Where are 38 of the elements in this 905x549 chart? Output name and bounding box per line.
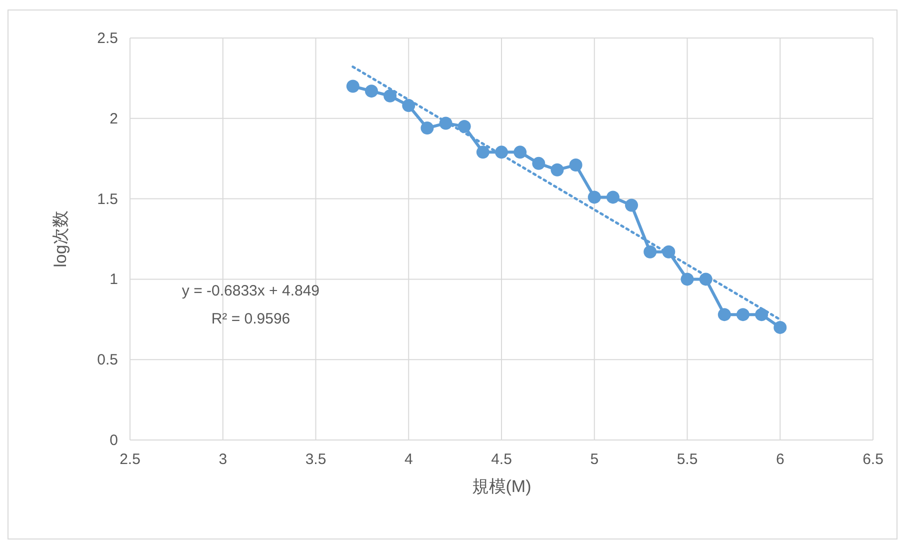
point bbox=[402, 99, 416, 112]
x-tick-label: 4.5 bbox=[491, 451, 512, 468]
x-tick-label: 6 bbox=[776, 451, 784, 468]
point bbox=[736, 308, 750, 322]
x-tick-label: 6.5 bbox=[862, 451, 884, 468]
point bbox=[755, 308, 768, 322]
point bbox=[550, 163, 564, 176]
point bbox=[364, 84, 378, 98]
point bbox=[774, 320, 787, 334]
x-tick-label: 4 bbox=[404, 451, 413, 468]
x-tick-label: 3 bbox=[218, 451, 228, 468]
y-tick-label: 1 bbox=[110, 271, 118, 288]
point bbox=[384, 89, 397, 102]
point bbox=[588, 190, 601, 204]
y-tick-label: 2.5 bbox=[97, 30, 118, 47]
point bbox=[476, 146, 490, 159]
y-tick-label: 0.5 bbox=[97, 352, 118, 369]
point bbox=[532, 156, 546, 170]
y-tick-label: 1.5 bbox=[97, 190, 118, 208]
point bbox=[625, 198, 638, 212]
point bbox=[514, 146, 527, 159]
point bbox=[346, 80, 360, 93]
y-axis-title: log次数 bbox=[51, 210, 70, 268]
point bbox=[458, 120, 471, 133]
point bbox=[718, 308, 731, 322]
x-tick-label: 5 bbox=[590, 451, 599, 468]
x-tick-label: 5.5 bbox=[676, 451, 698, 468]
point bbox=[644, 245, 657, 258]
point bbox=[606, 190, 620, 204]
point bbox=[420, 122, 434, 135]
y-tick-label: 2 bbox=[110, 110, 118, 128]
point bbox=[569, 158, 582, 172]
x-axis-title: 規模(M) bbox=[472, 477, 532, 496]
point bbox=[680, 272, 694, 286]
y-tick-label: 0 bbox=[110, 432, 118, 449]
annotation: y = -0.6833x + 4.849 bbox=[182, 282, 320, 300]
annotation: R² = 0.9596 bbox=[211, 310, 290, 328]
x-tick-label: 3.5 bbox=[305, 451, 326, 468]
